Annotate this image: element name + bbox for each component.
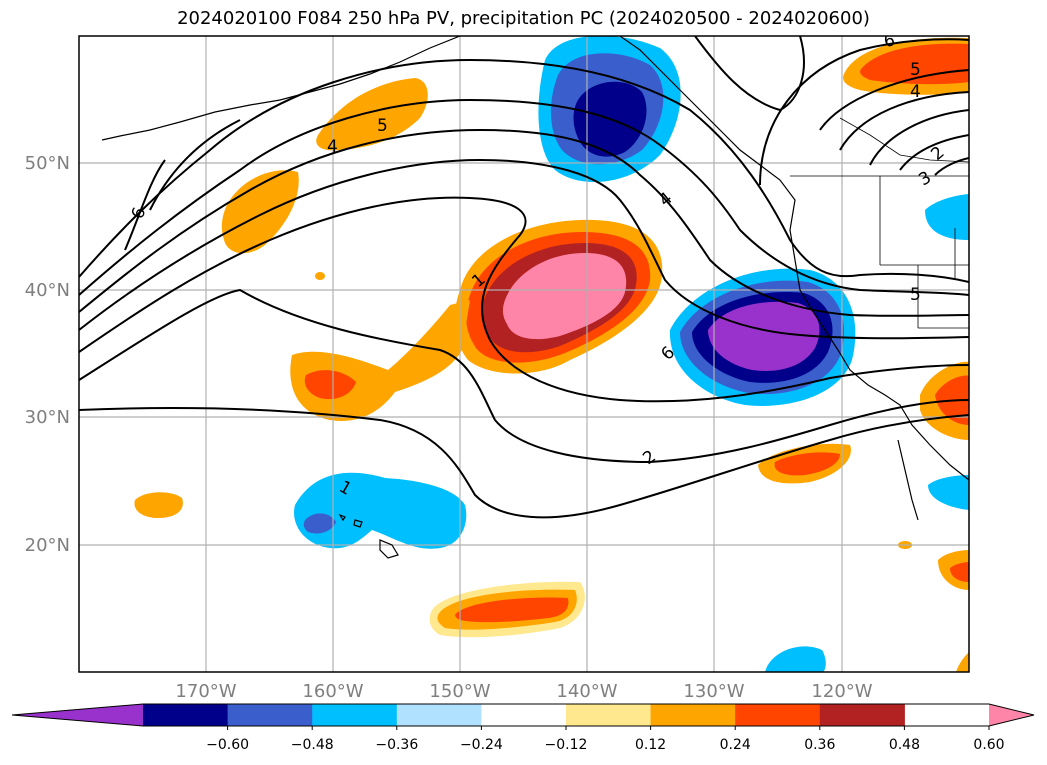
lat-label: 30°N	[25, 407, 70, 428]
pv-contours	[79, 58, 969, 519]
colorbar-swatch	[566, 704, 652, 726]
political-borders	[790, 117, 969, 329]
colorbar-tick-label: −0.48	[291, 737, 334, 753]
colorbar-swatch	[481, 704, 567, 726]
colorbar-swatch	[143, 704, 229, 726]
pv-label: 6	[882, 30, 896, 52]
colorbar-tick-label: −0.24	[460, 737, 503, 753]
lat-label: 50°N	[25, 153, 70, 174]
figure-title: 2024020100 F084 250 hPa PV, precipitatio…	[177, 8, 870, 29]
pv-label: 5	[910, 60, 921, 80]
precip-negative-hawaii	[294, 472, 467, 549]
lon-label: 160°W	[302, 681, 363, 702]
colorbar-tick-label: 0.36	[804, 737, 835, 753]
pv-label: 5	[377, 116, 388, 136]
colorbar-swatch	[650, 704, 736, 726]
colorbar-tick-label: 0.60	[973, 737, 1004, 753]
colorbar-swatch	[12, 704, 143, 726]
colorbar-tick-label: 0.48	[889, 737, 920, 753]
colorbar-swatch	[819, 704, 905, 726]
colorbar-swatch	[735, 704, 821, 726]
coastlines	[101, 36, 969, 559]
lon-label: 120°W	[811, 681, 872, 702]
lon-label: 130°W	[683, 681, 744, 702]
longitude-labels: 170°W 160°W 150°W 140°W 130°W 120°W	[175, 681, 872, 702]
precip-positive-central-pacific	[454, 219, 663, 374]
precip-positive-west	[221, 78, 428, 254]
colorbar-outline	[11, 703, 1035, 727]
precip-small-features	[134, 37, 969, 672]
colorbar-swatch	[989, 704, 1034, 726]
precip-positive-tail	[290, 300, 470, 421]
colorbar: −0.60 −0.48 −0.36 −0.24 −0.12 0.12 0.24 0.36 0.4…	[11, 703, 1035, 753]
colorbar-swatch	[312, 704, 398, 726]
colorbar-swatch	[227, 704, 313, 726]
lat-label: 20°N	[25, 535, 70, 556]
map-frame	[78, 35, 970, 673]
colorbar-tick-label: −0.12	[545, 737, 588, 753]
latitude-labels: 50°N 40°N 30°N 20°N	[25, 153, 70, 556]
pv-label: 4	[910, 82, 921, 102]
pv-label: 5	[910, 285, 921, 305]
lon-label: 140°W	[556, 681, 617, 702]
precip-negative-california	[669, 268, 856, 406]
colorbar-tick-label: 0.12	[635, 737, 666, 753]
colorbar-tick-label: −0.60	[206, 737, 249, 753]
pv-contours-upper-right	[694, 36, 969, 186]
colorbar-swatch	[396, 704, 482, 726]
colorbar-tick-label: 0.24	[720, 737, 751, 753]
pv-label: 4	[327, 137, 338, 157]
lat-label: 40°N	[25, 280, 70, 301]
lon-label: 170°W	[175, 681, 236, 702]
lon-label: 150°W	[429, 681, 490, 702]
colorbar-tick-label: −0.36	[375, 737, 418, 753]
pv-contours-outer-west	[124, 119, 241, 251]
precip-negative-gulf-alaska	[538, 36, 681, 182]
